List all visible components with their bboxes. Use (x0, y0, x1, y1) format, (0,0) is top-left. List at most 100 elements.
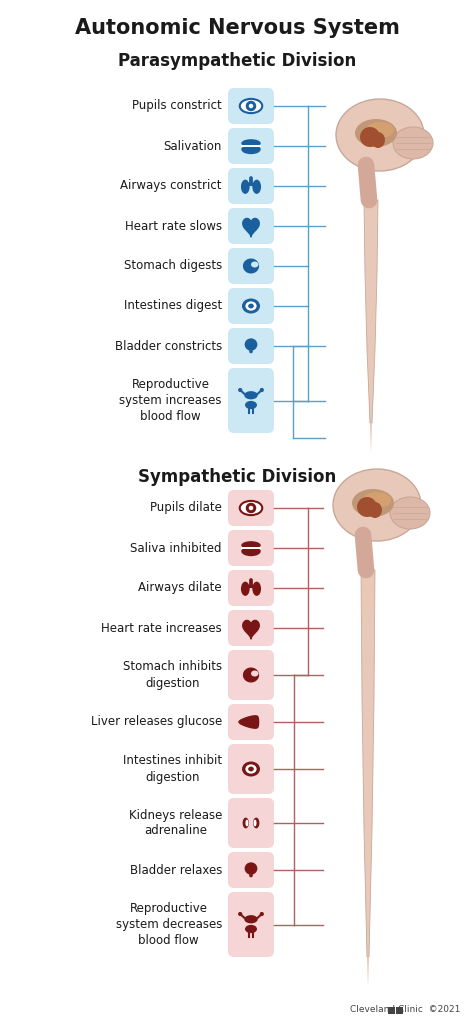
Text: Salivation: Salivation (164, 139, 222, 153)
Circle shape (260, 912, 264, 916)
FancyBboxPatch shape (228, 88, 274, 124)
FancyBboxPatch shape (228, 328, 274, 364)
Ellipse shape (360, 127, 380, 147)
Text: Stomach digests: Stomach digests (124, 259, 222, 272)
FancyBboxPatch shape (228, 530, 274, 566)
Text: Autonomic Nervous System: Autonomic Nervous System (74, 18, 400, 38)
Ellipse shape (241, 180, 250, 194)
Ellipse shape (252, 582, 261, 595)
Polygon shape (243, 258, 259, 273)
Ellipse shape (357, 497, 377, 517)
Text: Sympathetic Division: Sympathetic Division (138, 467, 336, 486)
Text: Heart rate slows: Heart rate slows (125, 220, 222, 232)
Ellipse shape (355, 119, 397, 147)
Text: Stomach inhibits
digestion: Stomach inhibits digestion (123, 660, 222, 689)
Text: Airways dilate: Airways dilate (138, 581, 222, 594)
Bar (241, 547, 261, 549)
Ellipse shape (393, 127, 433, 159)
Polygon shape (243, 668, 259, 682)
Text: Heart rate increases: Heart rate increases (101, 621, 222, 635)
Text: Pupils constrict: Pupils constrict (132, 99, 222, 112)
Text: Pupils dilate: Pupils dilate (150, 502, 222, 515)
Bar (396, 1007, 403, 1014)
Ellipse shape (246, 765, 256, 774)
Circle shape (249, 104, 253, 108)
Polygon shape (364, 200, 378, 423)
Circle shape (246, 101, 256, 111)
Ellipse shape (242, 298, 260, 314)
Ellipse shape (352, 489, 394, 517)
Text: Kidneys release
adrenaline: Kidneys release adrenaline (128, 808, 222, 838)
Circle shape (249, 506, 253, 510)
Ellipse shape (368, 502, 382, 518)
Ellipse shape (241, 139, 261, 148)
Polygon shape (243, 219, 259, 236)
FancyBboxPatch shape (228, 610, 274, 646)
Text: Bladder relaxes: Bladder relaxes (129, 864, 222, 876)
Polygon shape (367, 957, 369, 987)
FancyBboxPatch shape (228, 128, 274, 164)
Text: Airways constrict: Airways constrict (120, 180, 222, 193)
Bar (241, 146, 261, 147)
Polygon shape (249, 874, 253, 877)
FancyBboxPatch shape (228, 704, 274, 740)
Ellipse shape (390, 497, 430, 529)
FancyBboxPatch shape (228, 168, 274, 204)
Ellipse shape (245, 925, 257, 933)
Ellipse shape (333, 469, 421, 541)
FancyBboxPatch shape (228, 650, 274, 700)
Polygon shape (238, 715, 259, 729)
FancyBboxPatch shape (228, 248, 274, 284)
Ellipse shape (240, 99, 262, 114)
Text: Reproductive
system decreases
blood flow: Reproductive system decreases blood flow (116, 902, 222, 947)
FancyBboxPatch shape (228, 852, 274, 888)
Polygon shape (243, 620, 259, 639)
Ellipse shape (244, 391, 258, 399)
Polygon shape (361, 570, 375, 957)
Text: Parasympathetic Division: Parasympathetic Division (118, 52, 356, 70)
FancyBboxPatch shape (228, 490, 274, 526)
Polygon shape (249, 350, 253, 353)
Ellipse shape (242, 762, 260, 776)
Ellipse shape (366, 122, 394, 138)
Ellipse shape (363, 492, 391, 508)
Ellipse shape (246, 819, 248, 827)
Ellipse shape (245, 863, 257, 875)
Text: Cleveland Clinic  ©2021: Cleveland Clinic ©2021 (350, 1005, 460, 1014)
Ellipse shape (245, 338, 257, 351)
FancyBboxPatch shape (228, 570, 274, 606)
Ellipse shape (336, 99, 424, 171)
Circle shape (246, 503, 256, 513)
Ellipse shape (241, 144, 261, 154)
Text: Saliva inhibited: Saliva inhibited (130, 542, 222, 554)
Ellipse shape (241, 546, 261, 556)
FancyBboxPatch shape (228, 744, 274, 794)
Ellipse shape (371, 132, 385, 148)
FancyBboxPatch shape (228, 208, 274, 244)
FancyBboxPatch shape (228, 368, 274, 433)
Ellipse shape (241, 582, 250, 595)
Ellipse shape (253, 817, 259, 829)
Ellipse shape (248, 767, 254, 771)
FancyBboxPatch shape (228, 892, 274, 957)
Ellipse shape (245, 400, 257, 409)
Ellipse shape (251, 261, 258, 267)
Text: Reproductive
system increases
blood flow: Reproductive system increases blood flow (119, 378, 222, 423)
Text: Intestines inhibit
digestion: Intestines inhibit digestion (123, 754, 222, 783)
Text: Bladder constricts: Bladder constricts (115, 340, 222, 353)
Ellipse shape (243, 817, 249, 829)
Circle shape (238, 912, 242, 916)
Ellipse shape (246, 301, 256, 311)
Ellipse shape (254, 819, 256, 827)
Bar (388, 1007, 395, 1014)
Ellipse shape (248, 303, 254, 309)
FancyBboxPatch shape (228, 288, 274, 324)
Ellipse shape (240, 501, 262, 515)
Ellipse shape (244, 915, 258, 924)
Circle shape (238, 388, 242, 392)
Ellipse shape (241, 541, 261, 549)
Circle shape (260, 388, 264, 392)
Text: Liver releases glucose: Liver releases glucose (91, 715, 222, 729)
Text: Intestines digest: Intestines digest (124, 299, 222, 313)
Polygon shape (370, 423, 372, 453)
